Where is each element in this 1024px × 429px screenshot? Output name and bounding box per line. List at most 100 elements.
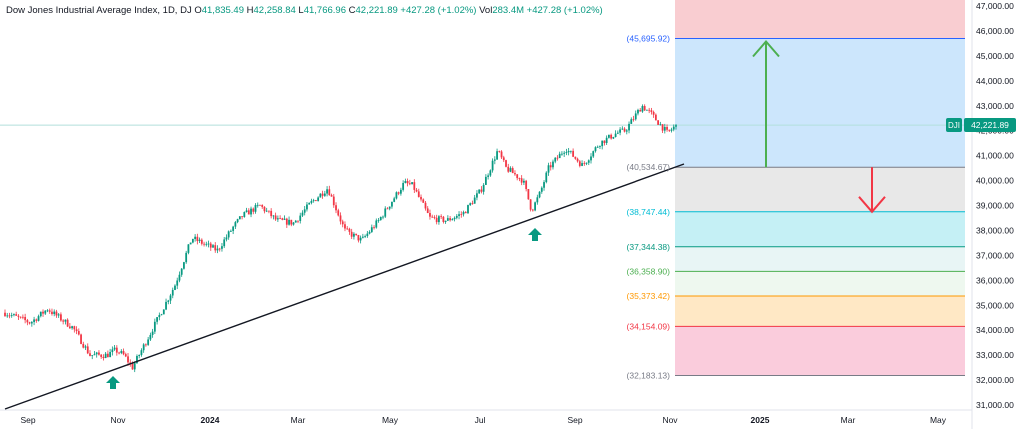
candle-body [35, 319, 38, 321]
arrow-down-head [858, 196, 886, 214]
candle-body [605, 137, 608, 143]
candle-body [435, 217, 438, 223]
trend-line[interactable] [4, 163, 685, 410]
candle-body [467, 205, 469, 214]
candle-body [455, 215, 458, 218]
fib-level-label: (32,183.13) [627, 370, 671, 380]
time-tick-label: Sep [20, 415, 35, 425]
price-badge [964, 118, 1016, 132]
high-label: H [246, 5, 254, 16]
candle-body [288, 219, 290, 225]
candle-body [549, 165, 552, 168]
candle-body [348, 228, 351, 232]
candle-body [321, 193, 324, 196]
candle-body [464, 212, 467, 214]
candle-body [496, 151, 498, 160]
candle-body [408, 183, 411, 185]
candle-body [415, 189, 418, 192]
candle-body [478, 189, 481, 194]
price-tick-label: 35,000.00 [976, 300, 1014, 310]
candle-body [89, 353, 91, 356]
candle-body [180, 268, 183, 275]
candle-body [247, 210, 250, 215]
candle-body [162, 309, 165, 315]
candle-body [386, 208, 389, 210]
time-tick-label: Jul [475, 415, 486, 425]
candle-body [438, 216, 440, 223]
candle-body [209, 243, 212, 248]
candle-body [505, 160, 507, 167]
fib-zone [675, 375, 965, 410]
candle-body [646, 109, 648, 111]
candle-body [603, 140, 606, 143]
candle-body [332, 196, 335, 206]
candle-body [370, 227, 373, 232]
price-axis[interactable]: 31,000.00 32,000.00 33,000.00 34,000.00 35,0… [976, 1, 1014, 410]
candle-body [594, 147, 597, 152]
candle-body [330, 195, 333, 197]
price-tick-label: 38,000.00 [976, 225, 1014, 235]
fib-level-label: (34,154.09) [627, 321, 671, 331]
candle-body [395, 192, 398, 199]
candle-body [236, 219, 239, 223]
candle-body [113, 347, 116, 350]
candle-body [254, 205, 257, 212]
candle-body [612, 136, 615, 139]
candle-body [55, 311, 58, 316]
candle-body [346, 228, 349, 230]
candle-body [634, 113, 637, 120]
candle-body [581, 163, 583, 166]
candle-body [68, 326, 71, 329]
signal-markers [106, 228, 542, 389]
candle-body [619, 129, 621, 133]
candle-body [670, 129, 673, 131]
candle-body [15, 314, 18, 316]
candle-body [585, 162, 588, 164]
candle-body [270, 210, 273, 217]
candle-body [160, 314, 163, 316]
candle-body [672, 126, 675, 130]
candle-body [221, 246, 223, 249]
candle-body [212, 245, 214, 248]
candle-body [73, 326, 76, 330]
candle-body [426, 208, 429, 213]
candle-body [654, 114, 657, 121]
symbol-title: Dow Jones Industrial Average Index, 1D, … [6, 5, 192, 16]
candle-body [368, 231, 371, 234]
candle-body [140, 350, 143, 355]
candle-body [37, 316, 40, 321]
candle-body [256, 204, 259, 206]
candle-body [480, 189, 483, 192]
candle-body [473, 197, 476, 204]
candle-body [460, 214, 463, 216]
candle-body [301, 212, 304, 216]
candle-body [243, 212, 246, 218]
candle-body [196, 236, 199, 242]
fib-level-label: (38,747.44) [627, 207, 671, 217]
price-tick-label: 47,000.00 [976, 1, 1014, 11]
candle-body [259, 204, 261, 206]
time-tick-label: Nov [662, 415, 678, 425]
candle-body [39, 311, 42, 317]
volume-change: +427.28 (+1.02%) [526, 5, 603, 16]
candle-body [158, 315, 161, 318]
candle-body [596, 146, 599, 148]
candle-body [578, 161, 581, 166]
candle-body [234, 222, 237, 227]
candle-body [104, 353, 107, 359]
high-value: 42,258.84 [253, 5, 296, 16]
fib-retracement-lines [675, 38, 965, 376]
candle-body [402, 182, 405, 190]
candle-body [250, 208, 252, 215]
low-value: 41,766.96 [303, 5, 346, 16]
candle-body [98, 352, 100, 355]
price-tick-label: 40,000.00 [976, 176, 1014, 186]
candle-body [227, 231, 230, 238]
time-axis[interactable]: Sep Nov 2024 Mar May Jul Sep Nov 2025 Mar May [20, 415, 946, 425]
candle-body [587, 160, 590, 163]
candle-body [294, 220, 297, 223]
candle-body [449, 218, 451, 221]
candle-body [413, 182, 416, 190]
candle-body [462, 212, 465, 215]
